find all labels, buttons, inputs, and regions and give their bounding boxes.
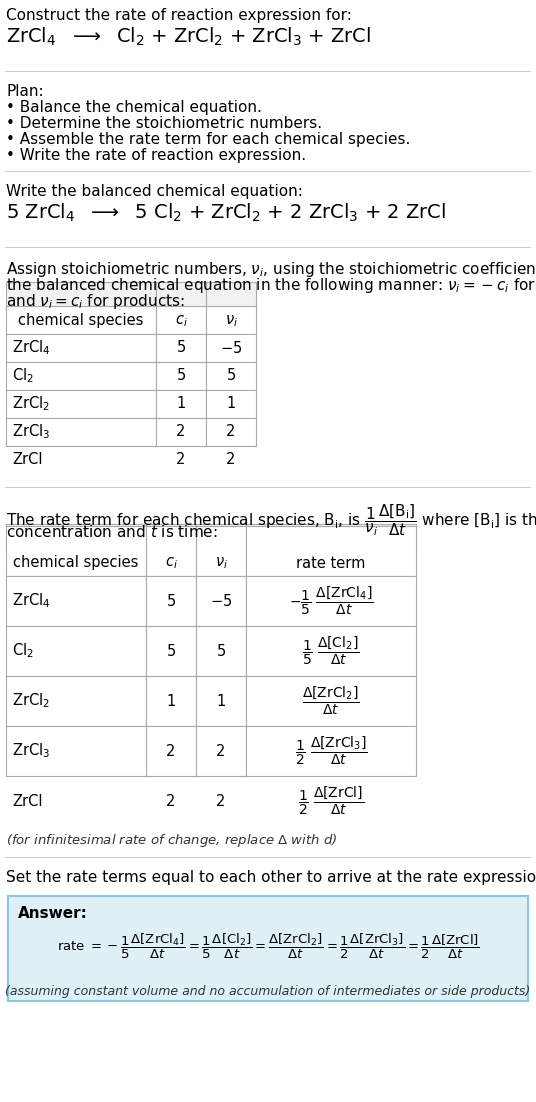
Text: $\mathrm{ZrCl_4}$: $\mathrm{ZrCl_4}$ <box>12 592 50 611</box>
Text: $-\dfrac{1}{5}\ \dfrac{\Delta[\mathrm{ZrCl_4}]}{\Delta t}$: $-\dfrac{1}{5}\ \dfrac{\Delta[\mathrm{Zr… <box>289 585 373 617</box>
Text: ZrCl: ZrCl <box>12 793 42 809</box>
Text: Construct the rate of reaction expression for:: Construct the rate of reaction expressio… <box>6 8 352 23</box>
Text: 5: 5 <box>226 368 236 383</box>
Text: $\nu_i$: $\nu_i$ <box>214 555 227 571</box>
Text: Write the balanced chemical equation:: Write the balanced chemical equation: <box>6 184 303 199</box>
Text: $\dfrac{\Delta[\mathrm{ZrCl_2}]}{\Delta t}$: $\dfrac{\Delta[\mathrm{ZrCl_2}]}{\Delta … <box>302 684 360 717</box>
Text: 5: 5 <box>166 594 176 608</box>
Text: rate $= -\dfrac{1}{5}\dfrac{\Delta[\mathrm{ZrCl_4}]}{\Delta t} = \dfrac{1}{5}\df: rate $= -\dfrac{1}{5}\dfrac{\Delta[\math… <box>57 931 479 961</box>
Text: 5: 5 <box>166 644 176 659</box>
Text: $\mathrm{Cl_2}$: $\mathrm{Cl_2}$ <box>12 641 34 660</box>
Text: 1: 1 <box>166 693 176 709</box>
Text: Set the rate terms equal to each other to arrive at the rate expression:: Set the rate terms equal to each other t… <box>6 869 536 885</box>
Text: $\nu_i$: $\nu_i$ <box>225 313 237 328</box>
Text: ZrCl: ZrCl <box>12 453 42 467</box>
Text: $\mathrm{Cl_2}$: $\mathrm{Cl_2}$ <box>12 367 34 386</box>
Text: $\mathrm{ZrCl_2}$: $\mathrm{ZrCl_2}$ <box>12 395 50 413</box>
Text: $\dfrac{1}{2}\ \dfrac{\Delta[\mathrm{ZrCl}]}{\Delta t}$: $\dfrac{1}{2}\ \dfrac{\Delta[\mathrm{ZrC… <box>298 785 364 818</box>
Text: • Balance the chemical equation.: • Balance the chemical equation. <box>6 100 262 115</box>
Text: $\mathrm{ZrCl_3}$: $\mathrm{ZrCl_3}$ <box>12 742 50 760</box>
Text: $\dfrac{1}{5}\ \dfrac{\Delta[\mathrm{Cl_2}]}{\Delta t}$: $\dfrac{1}{5}\ \dfrac{\Delta[\mathrm{Cl_… <box>302 635 360 667</box>
Text: 1: 1 <box>176 397 185 411</box>
Text: $c_i$: $c_i$ <box>175 313 188 328</box>
Text: 1: 1 <box>226 397 236 411</box>
Text: Plan:: Plan: <box>6 84 43 99</box>
Text: Assign stoichiometric numbers, $\nu_i$, using the stoichiometric coefficients, $: Assign stoichiometric numbers, $\nu_i$, … <box>6 260 536 279</box>
Text: 2: 2 <box>166 793 176 809</box>
Text: • Assemble the rate term for each chemical species.: • Assemble the rate term for each chemic… <box>6 132 411 147</box>
Text: 5: 5 <box>176 341 185 356</box>
Text: chemical species: chemical species <box>18 313 144 328</box>
Text: 2: 2 <box>217 744 226 758</box>
Text: 5: 5 <box>217 644 226 659</box>
Text: $5\ \mathrm{ZrCl_4}$  $\longrightarrow$  $5\ \mathrm{Cl_2}$ + $\mathrm{ZrCl_2}$ : $5\ \mathrm{ZrCl_4}$ $\longrightarrow$ $… <box>6 202 446 225</box>
Text: $-5$: $-5$ <box>210 593 232 609</box>
Text: 2: 2 <box>226 424 236 440</box>
Text: chemical species: chemical species <box>13 555 139 571</box>
Text: and $\nu_i = c_i$ for products:: and $\nu_i = c_i$ for products: <box>6 292 185 311</box>
Text: The rate term for each chemical species, $\mathrm{B_i}$, is $\dfrac{1}{\nu_i}\df: The rate term for each chemical species,… <box>6 503 536 538</box>
Text: (assuming constant volume and no accumulation of intermediates or side products): (assuming constant volume and no accumul… <box>5 984 531 997</box>
Text: Answer:: Answer: <box>18 906 88 921</box>
Text: $\dfrac{1}{2}\ \dfrac{\Delta[\mathrm{ZrCl_3}]}{\Delta t}$: $\dfrac{1}{2}\ \dfrac{\Delta[\mathrm{ZrC… <box>295 735 368 767</box>
Text: the balanced chemical equation in the following manner: $\nu_i = -c_i$ for react: the balanced chemical equation in the fo… <box>6 276 536 295</box>
Text: 2: 2 <box>217 793 226 809</box>
Text: 2: 2 <box>226 453 236 467</box>
Text: 2: 2 <box>176 424 185 440</box>
Text: 2: 2 <box>166 744 176 758</box>
Text: $\mathrm{ZrCl_2}$: $\mathrm{ZrCl_2}$ <box>12 692 50 711</box>
Text: concentration and $t$ is time:: concentration and $t$ is time: <box>6 523 218 540</box>
Text: • Write the rate of reaction expression.: • Write the rate of reaction expression. <box>6 148 306 163</box>
Text: $\mathrm{ZrCl_4}$  $\longrightarrow$  $\mathrm{Cl_2}$ + $\mathrm{ZrCl_2}$ + $\ma: $\mathrm{ZrCl_4}$ $\longrightarrow$ $\ma… <box>6 26 371 48</box>
Text: (for infinitesimal rate of change, replace $\Delta$ with $d$): (for infinitesimal rate of change, repla… <box>6 832 338 849</box>
Text: $-5$: $-5$ <box>220 341 242 356</box>
Text: $\mathrm{ZrCl_3}$: $\mathrm{ZrCl_3}$ <box>12 423 50 441</box>
Text: $c_i$: $c_i$ <box>165 555 177 571</box>
Text: 5: 5 <box>176 368 185 383</box>
Text: • Determine the stoichiometric numbers.: • Determine the stoichiometric numbers. <box>6 116 322 131</box>
Text: 1: 1 <box>217 693 226 709</box>
Text: 2: 2 <box>176 453 185 467</box>
Text: rate term: rate term <box>296 555 366 571</box>
Text: $\mathrm{ZrCl_4}$: $\mathrm{ZrCl_4}$ <box>12 338 50 357</box>
